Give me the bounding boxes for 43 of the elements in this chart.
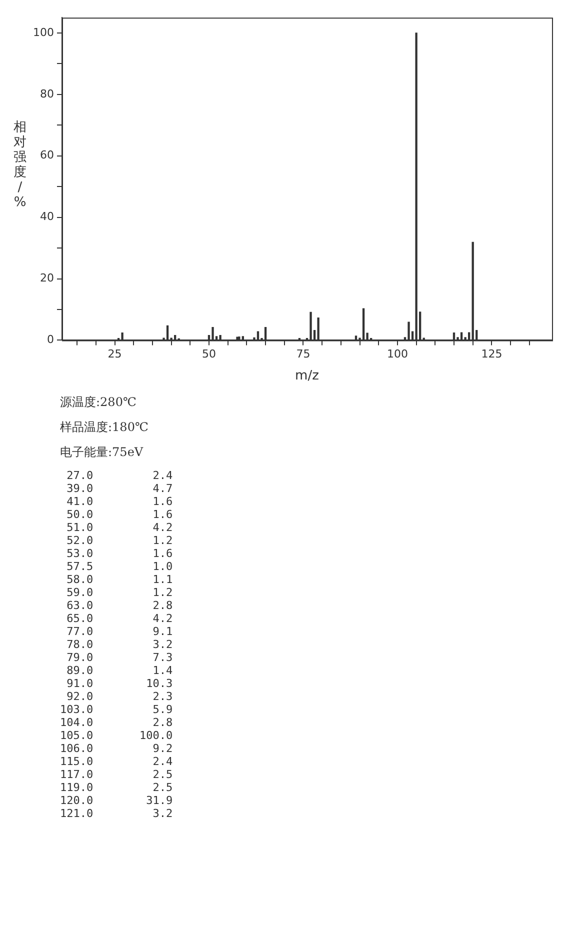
- text: 105.0 100.0: [60, 729, 174, 742]
- text: 104.0 2.8: [60, 716, 174, 729]
- text: 103.0 5.9: [60, 703, 174, 716]
- x-tick-label: 100: [386, 348, 408, 361]
- text: 57.5 1.0: [66, 560, 174, 573]
- text: 91.0 10.3: [66, 677, 174, 690]
- text: 58.0 1.1: [66, 573, 174, 586]
- text: 120.0 31.9: [60, 794, 174, 807]
- text: 77.0 9.1: [66, 625, 174, 638]
- text: 121.0 3.2: [60, 807, 174, 820]
- x-tick-label: 75: [296, 348, 310, 361]
- text: 27.0 2.4: [66, 469, 174, 482]
- y-axis-title: 相对强度/%: [12, 120, 28, 210]
- text: 65.0 4.2: [66, 612, 174, 625]
- text: 52.0 1.2: [66, 534, 174, 547]
- text: 115.0 2.4: [60, 755, 174, 768]
- y-tick-label: 20: [40, 272, 54, 285]
- text: 41.0 1.6: [66, 495, 174, 508]
- x-axis-title: m/z: [295, 368, 320, 384]
- text: 样品温度:180℃: [60, 419, 150, 436]
- x-tick-label: 125: [481, 348, 502, 361]
- y-tick-label: 40: [40, 210, 54, 224]
- text: 50.0 1.6: [66, 508, 174, 521]
- x-tick-label: 50: [202, 348, 216, 361]
- text: 电子能量:75eV: [60, 444, 144, 461]
- text: 53.0 1.6: [66, 547, 174, 560]
- text: 89.0 1.4: [66, 664, 174, 677]
- text: 源温度:280℃: [60, 394, 138, 411]
- y-tick-label: 100: [32, 26, 54, 39]
- x-tick-label: 25: [108, 348, 122, 361]
- text: 78.0 3.2: [66, 638, 174, 651]
- text: 79.0 7.3: [66, 651, 174, 664]
- text: 59.0 1.2: [66, 586, 174, 599]
- text: 92.0 2.3: [66, 690, 174, 703]
- y-tick-label: 0: [46, 333, 54, 346]
- text: 119.0 2.5: [60, 781, 174, 794]
- text: 39.0 4.7: [66, 482, 174, 495]
- y-tick-label: 80: [40, 87, 54, 100]
- y-tick-label: 60: [40, 148, 54, 162]
- text: 63.0 2.8: [66, 599, 174, 612]
- text: 106.0 9.2: [60, 742, 174, 755]
- text: 117.0 2.5: [60, 768, 174, 781]
- text: 51.0 4.2: [66, 521, 174, 534]
